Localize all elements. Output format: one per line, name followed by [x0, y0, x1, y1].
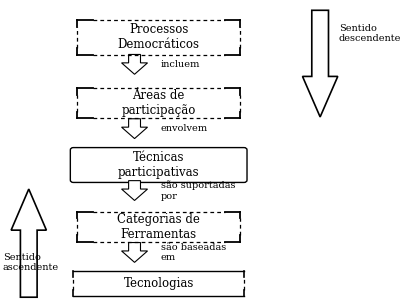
FancyBboxPatch shape [70, 147, 247, 182]
Text: envolvem: envolvem [160, 124, 208, 133]
Text: Sentido
ascendente: Sentido ascendente [3, 253, 59, 272]
Text: Técnicas
participativas: Técnicas participativas [118, 151, 200, 179]
Polygon shape [11, 189, 46, 297]
Text: Áreas de
participação: Áreas de participação [121, 89, 196, 118]
Text: são baseadas
em: são baseadas em [160, 243, 226, 262]
Text: são suportadas
por: são suportadas por [160, 181, 235, 201]
Text: incluem: incluem [160, 60, 200, 69]
Text: Sentido
descendente: Sentido descendente [339, 24, 401, 43]
Polygon shape [121, 119, 148, 139]
Polygon shape [121, 54, 148, 74]
Text: Processos
Democráticos: Processos Democráticos [118, 23, 200, 51]
Polygon shape [121, 181, 148, 200]
Polygon shape [121, 243, 148, 262]
Polygon shape [303, 10, 338, 117]
Text: Tecnologias: Tecnologias [124, 277, 194, 290]
Text: Categorias de
Ferramentas: Categorias de Ferramentas [117, 213, 200, 241]
